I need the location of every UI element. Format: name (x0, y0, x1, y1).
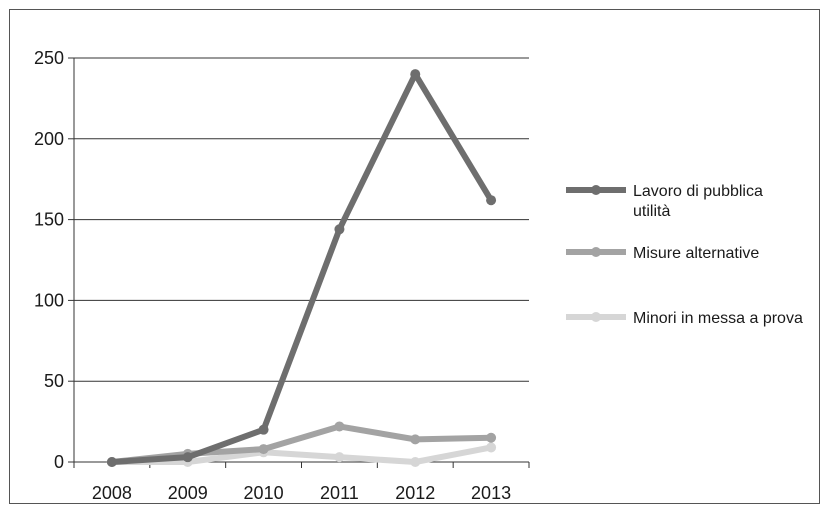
data-point (258, 444, 269, 455)
y-tick-label: 100 (34, 290, 64, 310)
data-point (486, 442, 497, 453)
x-tick-label: 2009 (168, 483, 208, 503)
data-point (410, 457, 421, 467)
y-tick-label: 200 (34, 129, 64, 149)
data-point (258, 424, 269, 435)
x-tick-label: 2008 (92, 483, 132, 503)
legend-marker (591, 185, 601, 195)
legend-label: utilità (633, 203, 670, 220)
legend-marker (591, 312, 601, 322)
y-tick-label: 50 (44, 371, 64, 391)
x-tick-label: 2011 (320, 483, 359, 503)
series-line (108, 444, 495, 465)
y-tick-label: 0 (54, 452, 64, 472)
data-point (106, 457, 117, 467)
legend: Lavoro di pubblica utilità Misure alternat… (566, 183, 803, 327)
y-tick-label: 150 (34, 210, 64, 230)
data-point (334, 224, 345, 235)
axes (68, 57, 530, 468)
data-point (410, 434, 421, 445)
tick-labels: 0 50 100 150 200 250 2008 2009 2010 2011 2012 2013 (34, 48, 511, 503)
chart-frame (9, 9, 820, 504)
legend-label: Minori in messa a prova (633, 310, 803, 327)
series-line (108, 71, 495, 465)
legend-marker (591, 247, 601, 257)
x-tick-label: 2013 (471, 483, 511, 503)
data-point (486, 195, 497, 206)
legend-label: Lavoro di pubblica (633, 183, 763, 200)
data-point (182, 452, 193, 463)
x-tick-label: 2012 (395, 483, 435, 503)
data-point (486, 432, 497, 443)
x-tick-label: 2010 (244, 483, 284, 503)
data-point (410, 69, 421, 80)
legend-label: Misure alternative (633, 245, 759, 262)
data-point (334, 421, 345, 432)
y-tick-label: 250 (34, 48, 64, 68)
data-point (334, 452, 345, 463)
series-lines (106, 69, 497, 467)
